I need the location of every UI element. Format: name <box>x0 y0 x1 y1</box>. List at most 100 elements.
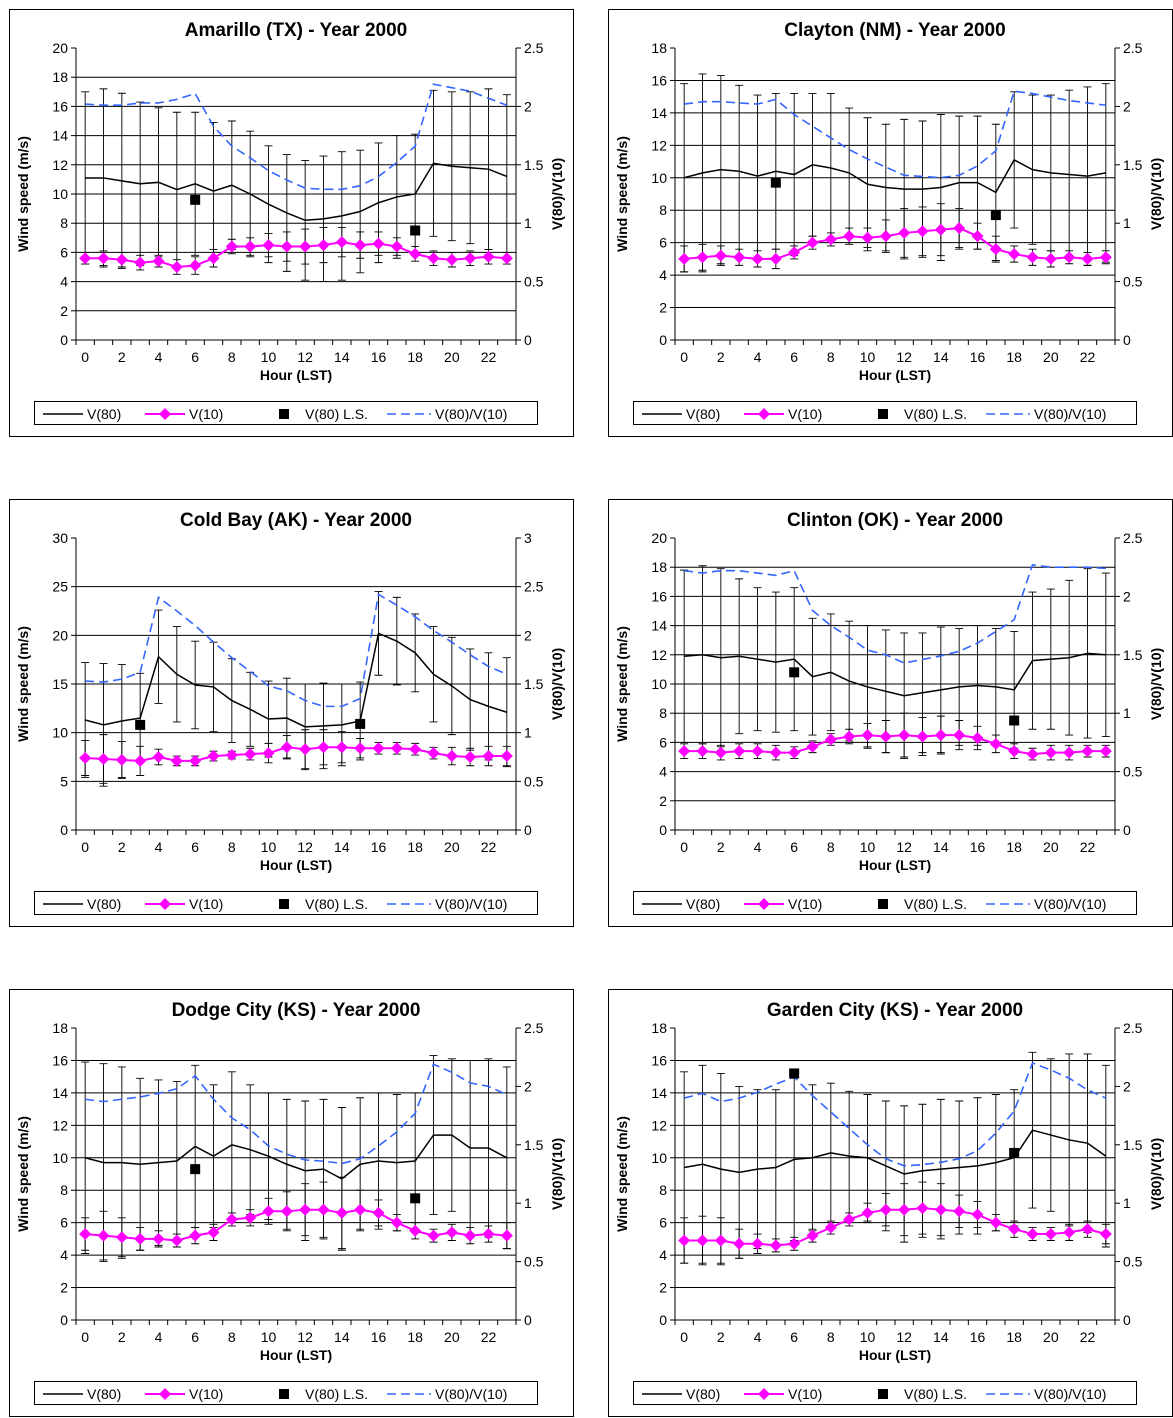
v10-marker <box>751 1237 764 1250</box>
chart-legend: V(80) V(10) V(80) L.S. V(80)/V(10) <box>633 891 1137 915</box>
ratio-line <box>85 83 508 191</box>
v10-marker <box>97 252 110 265</box>
v10-marker <box>299 1203 312 1216</box>
y2-tick-label: 0.5 <box>1123 764 1143 780</box>
v10-marker <box>79 751 92 764</box>
x-tick-label: 12 <box>896 1329 912 1345</box>
v80-line <box>683 158 1106 194</box>
v10-marker <box>482 250 495 263</box>
x-tick-label: 18 <box>1006 349 1022 365</box>
chart-svg: Garden City (KS) - Year 2000024681012141… <box>614 1000 1164 1363</box>
v10-marker <box>916 1202 929 1215</box>
x-tick-label: 4 <box>155 1329 163 1345</box>
v80-line <box>84 1134 508 1180</box>
v10-marker <box>879 730 892 743</box>
v10-marker <box>372 237 385 250</box>
v10-marker <box>225 240 238 253</box>
y2-tick-label: 1 <box>1123 215 1131 231</box>
y-tick-label: 6 <box>659 734 667 750</box>
x-tick-label: 4 <box>155 839 163 855</box>
x-tick-label: 16 <box>371 1329 387 1345</box>
y-tick-label: 20 <box>651 530 667 546</box>
v10-marker <box>879 230 892 243</box>
v10-marker <box>1099 251 1112 264</box>
x-tick-label: 20 <box>444 349 460 365</box>
v10-marker <box>953 729 966 742</box>
x-tick-label: 8 <box>827 839 835 855</box>
y-tick-label: 4 <box>60 274 68 290</box>
v10-marker <box>409 1224 422 1237</box>
v10-marker <box>372 742 385 755</box>
v10-marker <box>1063 1226 1076 1239</box>
y2-tick-label: 1.5 <box>524 157 544 173</box>
legend-v10-label: V(10) <box>788 406 822 422</box>
x-tick-label: 18 <box>407 839 423 855</box>
y2-tick-label: 2.5 <box>1123 1020 1143 1036</box>
v10-marker <box>971 1208 984 1221</box>
v10-marker <box>1044 746 1057 759</box>
legend-v10-marker <box>758 1388 770 1400</box>
y2-tick-label: 0 <box>524 822 532 838</box>
y2-tick-label: 0.5 <box>1123 274 1143 290</box>
v10-marker <box>989 243 1002 256</box>
v10-marker <box>152 751 165 763</box>
y-axis-label: Wind speed (m/s) <box>15 626 31 742</box>
legend-v80-label: V(80) <box>87 896 121 912</box>
x-axis-label: Hour (LST) <box>859 1347 931 1363</box>
v10-marker <box>244 1211 257 1224</box>
chart-panel-2: Cold Bay (AK) - Year 2000 0 5 10 15 20 25 30 0 0.… <box>9 499 574 927</box>
y-tick-label: 18 <box>52 1020 68 1036</box>
v10-marker <box>1081 745 1094 758</box>
y-tick-label: 12 <box>651 647 667 663</box>
x-tick-label: 10 <box>261 1329 277 1345</box>
v10-line <box>85 241 507 269</box>
v10-marker <box>79 252 92 265</box>
y2-tick-label: 2 <box>1123 1078 1131 1094</box>
v80-ls-marker <box>410 225 421 236</box>
y-tick-label: 18 <box>651 40 667 56</box>
y2-tick-label: 1.5 <box>1123 647 1143 663</box>
y-tick-label: 30 <box>52 530 68 546</box>
legend-v80-ls-label: V(80) L.S. <box>904 896 967 912</box>
y-tick-label: 14 <box>52 128 68 144</box>
v10-marker <box>1081 1223 1094 1236</box>
y-tick-label: 10 <box>52 1150 68 1166</box>
x-tick-label: 16 <box>970 349 986 365</box>
v10-marker <box>335 741 348 754</box>
y-tick-label: 8 <box>659 202 667 218</box>
chart-svg: Amarillo (TX) - Year 2000024681012141618… <box>15 20 565 383</box>
legend-v80-ls-label: V(80) L.S. <box>305 406 368 422</box>
v10-marker <box>482 1228 495 1241</box>
v10-marker <box>678 745 691 758</box>
v80-line <box>85 162 508 222</box>
legend-v10-label: V(10) <box>189 406 223 422</box>
v10-marker <box>934 1203 947 1216</box>
v10-marker <box>1008 745 1021 758</box>
v10-marker <box>843 230 856 243</box>
v10-marker <box>1008 248 1021 261</box>
v10-marker <box>262 239 275 252</box>
legend-v80-ls-label: V(80) L.S. <box>904 1386 967 1402</box>
v10-marker <box>898 729 911 742</box>
y-tick-label: 12 <box>651 1117 667 1133</box>
v10-marker <box>879 1203 892 1216</box>
y-tick-label: 10 <box>651 676 667 692</box>
x-tick-label: 12 <box>297 1329 313 1345</box>
legend-v10-label: V(10) <box>189 1386 223 1402</box>
x-tick-label: 0 <box>81 349 89 365</box>
y-tick-label: 10 <box>651 1150 667 1166</box>
v10-marker <box>427 747 440 760</box>
v10-marker <box>207 750 220 763</box>
v10-marker <box>207 1226 220 1239</box>
y-tick-label: 2 <box>60 303 68 319</box>
chart-title: Cold Bay (AK) - Year 2000 <box>180 510 412 531</box>
chart-title: Garden City (KS) - Year 2000 <box>767 1000 1023 1021</box>
x-tick-label: 22 <box>1080 839 1096 855</box>
plot-axes <box>674 538 1116 831</box>
x-tick-label: 18 <box>407 1329 423 1345</box>
v10-marker <box>244 240 257 253</box>
y-axis-label: Wind speed (m/s) <box>15 136 31 252</box>
v10-marker <box>464 1229 477 1242</box>
legend-v80-ls-label: V(80) L.S. <box>305 1386 368 1402</box>
v10-marker <box>390 240 403 253</box>
